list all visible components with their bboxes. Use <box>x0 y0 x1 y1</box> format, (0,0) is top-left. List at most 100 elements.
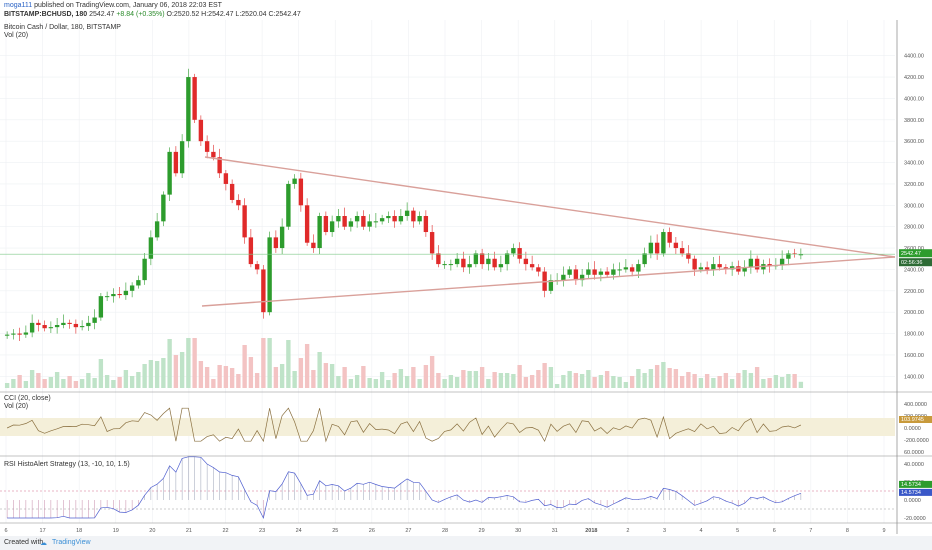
candle-body <box>686 253 691 259</box>
volume-bar <box>629 376 635 388</box>
tradingview-logo-icon[interactable]: ☁ <box>40 540 47 547</box>
candle-body <box>4 334 10 336</box>
volume-bar <box>704 374 710 388</box>
candle-body <box>336 216 341 222</box>
volume-bar <box>336 376 341 388</box>
price-tick-label: 4200.00 <box>904 75 924 81</box>
current-price-label: 2542.47 <box>901 251 921 257</box>
cci-line <box>6 407 802 443</box>
candle-body <box>398 216 404 222</box>
rsi-line <box>7 456 802 520</box>
volume-bar <box>673 369 679 388</box>
candle-body <box>129 285 135 291</box>
volume-bar <box>323 363 329 388</box>
author-link[interactable]: moga111 <box>4 2 33 9</box>
candle-body <box>67 322 72 324</box>
candle-body <box>692 258 697 270</box>
candle-body <box>123 290 129 296</box>
candle-body <box>423 216 429 233</box>
time-tick-label: 26 <box>369 528 375 534</box>
time-tick-label: 7 <box>809 528 812 534</box>
volume-bar <box>617 377 622 388</box>
candle-body <box>548 280 554 291</box>
change-value: +8.84 (+0.35%) <box>116 11 165 18</box>
price-tick-label: 1800.00 <box>904 332 924 338</box>
candle-body <box>786 253 791 259</box>
volume-bar <box>448 375 454 388</box>
candle-body <box>679 248 685 254</box>
volume-bar <box>442 379 447 388</box>
candle-body <box>504 253 510 265</box>
volume-bar <box>648 369 654 388</box>
volume-bar <box>542 363 547 388</box>
candle-body <box>642 253 647 265</box>
volume-bar <box>686 372 691 388</box>
candle-body <box>73 323 79 328</box>
time-tick-label: 30 <box>515 528 521 534</box>
candle-body <box>573 269 579 281</box>
candle-body <box>586 269 591 275</box>
candle-body <box>192 77 197 120</box>
candle-body <box>598 271 604 275</box>
created-with-text: Created with <box>4 539 44 546</box>
candle-body <box>648 242 654 254</box>
time-tick-label: 2 <box>626 528 629 534</box>
time-tick-label: 6 <box>773 528 776 534</box>
volume-bar <box>661 362 666 388</box>
volume-bar <box>529 375 535 388</box>
time-tick-label: 27 <box>405 528 411 534</box>
time-tick-label: 24 <box>296 528 302 534</box>
volume-bar <box>598 375 604 388</box>
volume-bar <box>267 338 272 388</box>
candle-body <box>704 267 710 270</box>
candle-body <box>411 210 416 222</box>
volume-bar <box>273 367 279 388</box>
volume-bar <box>311 370 316 388</box>
rsi-tick-label: 0.0000 <box>904 498 921 504</box>
volume-bar <box>292 371 297 388</box>
volume-bar <box>423 365 429 388</box>
candle-body <box>167 151 172 195</box>
volume-bar <box>642 373 647 388</box>
candle-body <box>111 294 116 297</box>
candle-body <box>667 232 672 243</box>
candle-body <box>461 258 466 268</box>
volume-bar <box>211 379 216 388</box>
volume-bar <box>604 371 610 388</box>
cci-current-label: 103.9745 <box>901 417 924 423</box>
candle-body <box>223 173 229 184</box>
candle-body <box>79 326 85 328</box>
candle-body <box>492 258 497 268</box>
candle-body <box>204 141 210 152</box>
candle-body <box>673 242 679 249</box>
volume-bar <box>611 376 616 388</box>
candle-body <box>17 333 22 335</box>
time-tick-label: 25 <box>332 528 338 534</box>
volume-bar <box>654 365 660 388</box>
cci-label: CCI (20, close) <box>4 395 51 402</box>
volume-bar <box>379 372 385 388</box>
price-tick-label: 1400.00 <box>904 374 924 380</box>
volume-bar <box>792 374 797 388</box>
volume-bar <box>186 338 191 388</box>
candle-body <box>92 317 97 323</box>
volume-bar <box>561 375 566 388</box>
volume-bar <box>436 373 441 388</box>
candle-body <box>567 269 572 275</box>
volume-bar <box>29 370 35 388</box>
candle-body <box>148 237 154 259</box>
volume-bar <box>111 380 116 388</box>
volume-bar <box>11 379 16 388</box>
volume-bar <box>98 359 104 388</box>
volume-bar <box>236 374 241 388</box>
volume-bar <box>492 372 497 388</box>
footer-bar: Created with ☁ TradingView <box>0 536 932 550</box>
candle-body <box>779 258 785 266</box>
volume-bar <box>67 376 72 388</box>
tradingview-brand[interactable]: TradingView <box>52 539 91 546</box>
candle-body <box>404 210 410 216</box>
candle-body <box>486 258 491 265</box>
upper-trendline <box>204 156 896 258</box>
candle-body <box>698 267 704 270</box>
